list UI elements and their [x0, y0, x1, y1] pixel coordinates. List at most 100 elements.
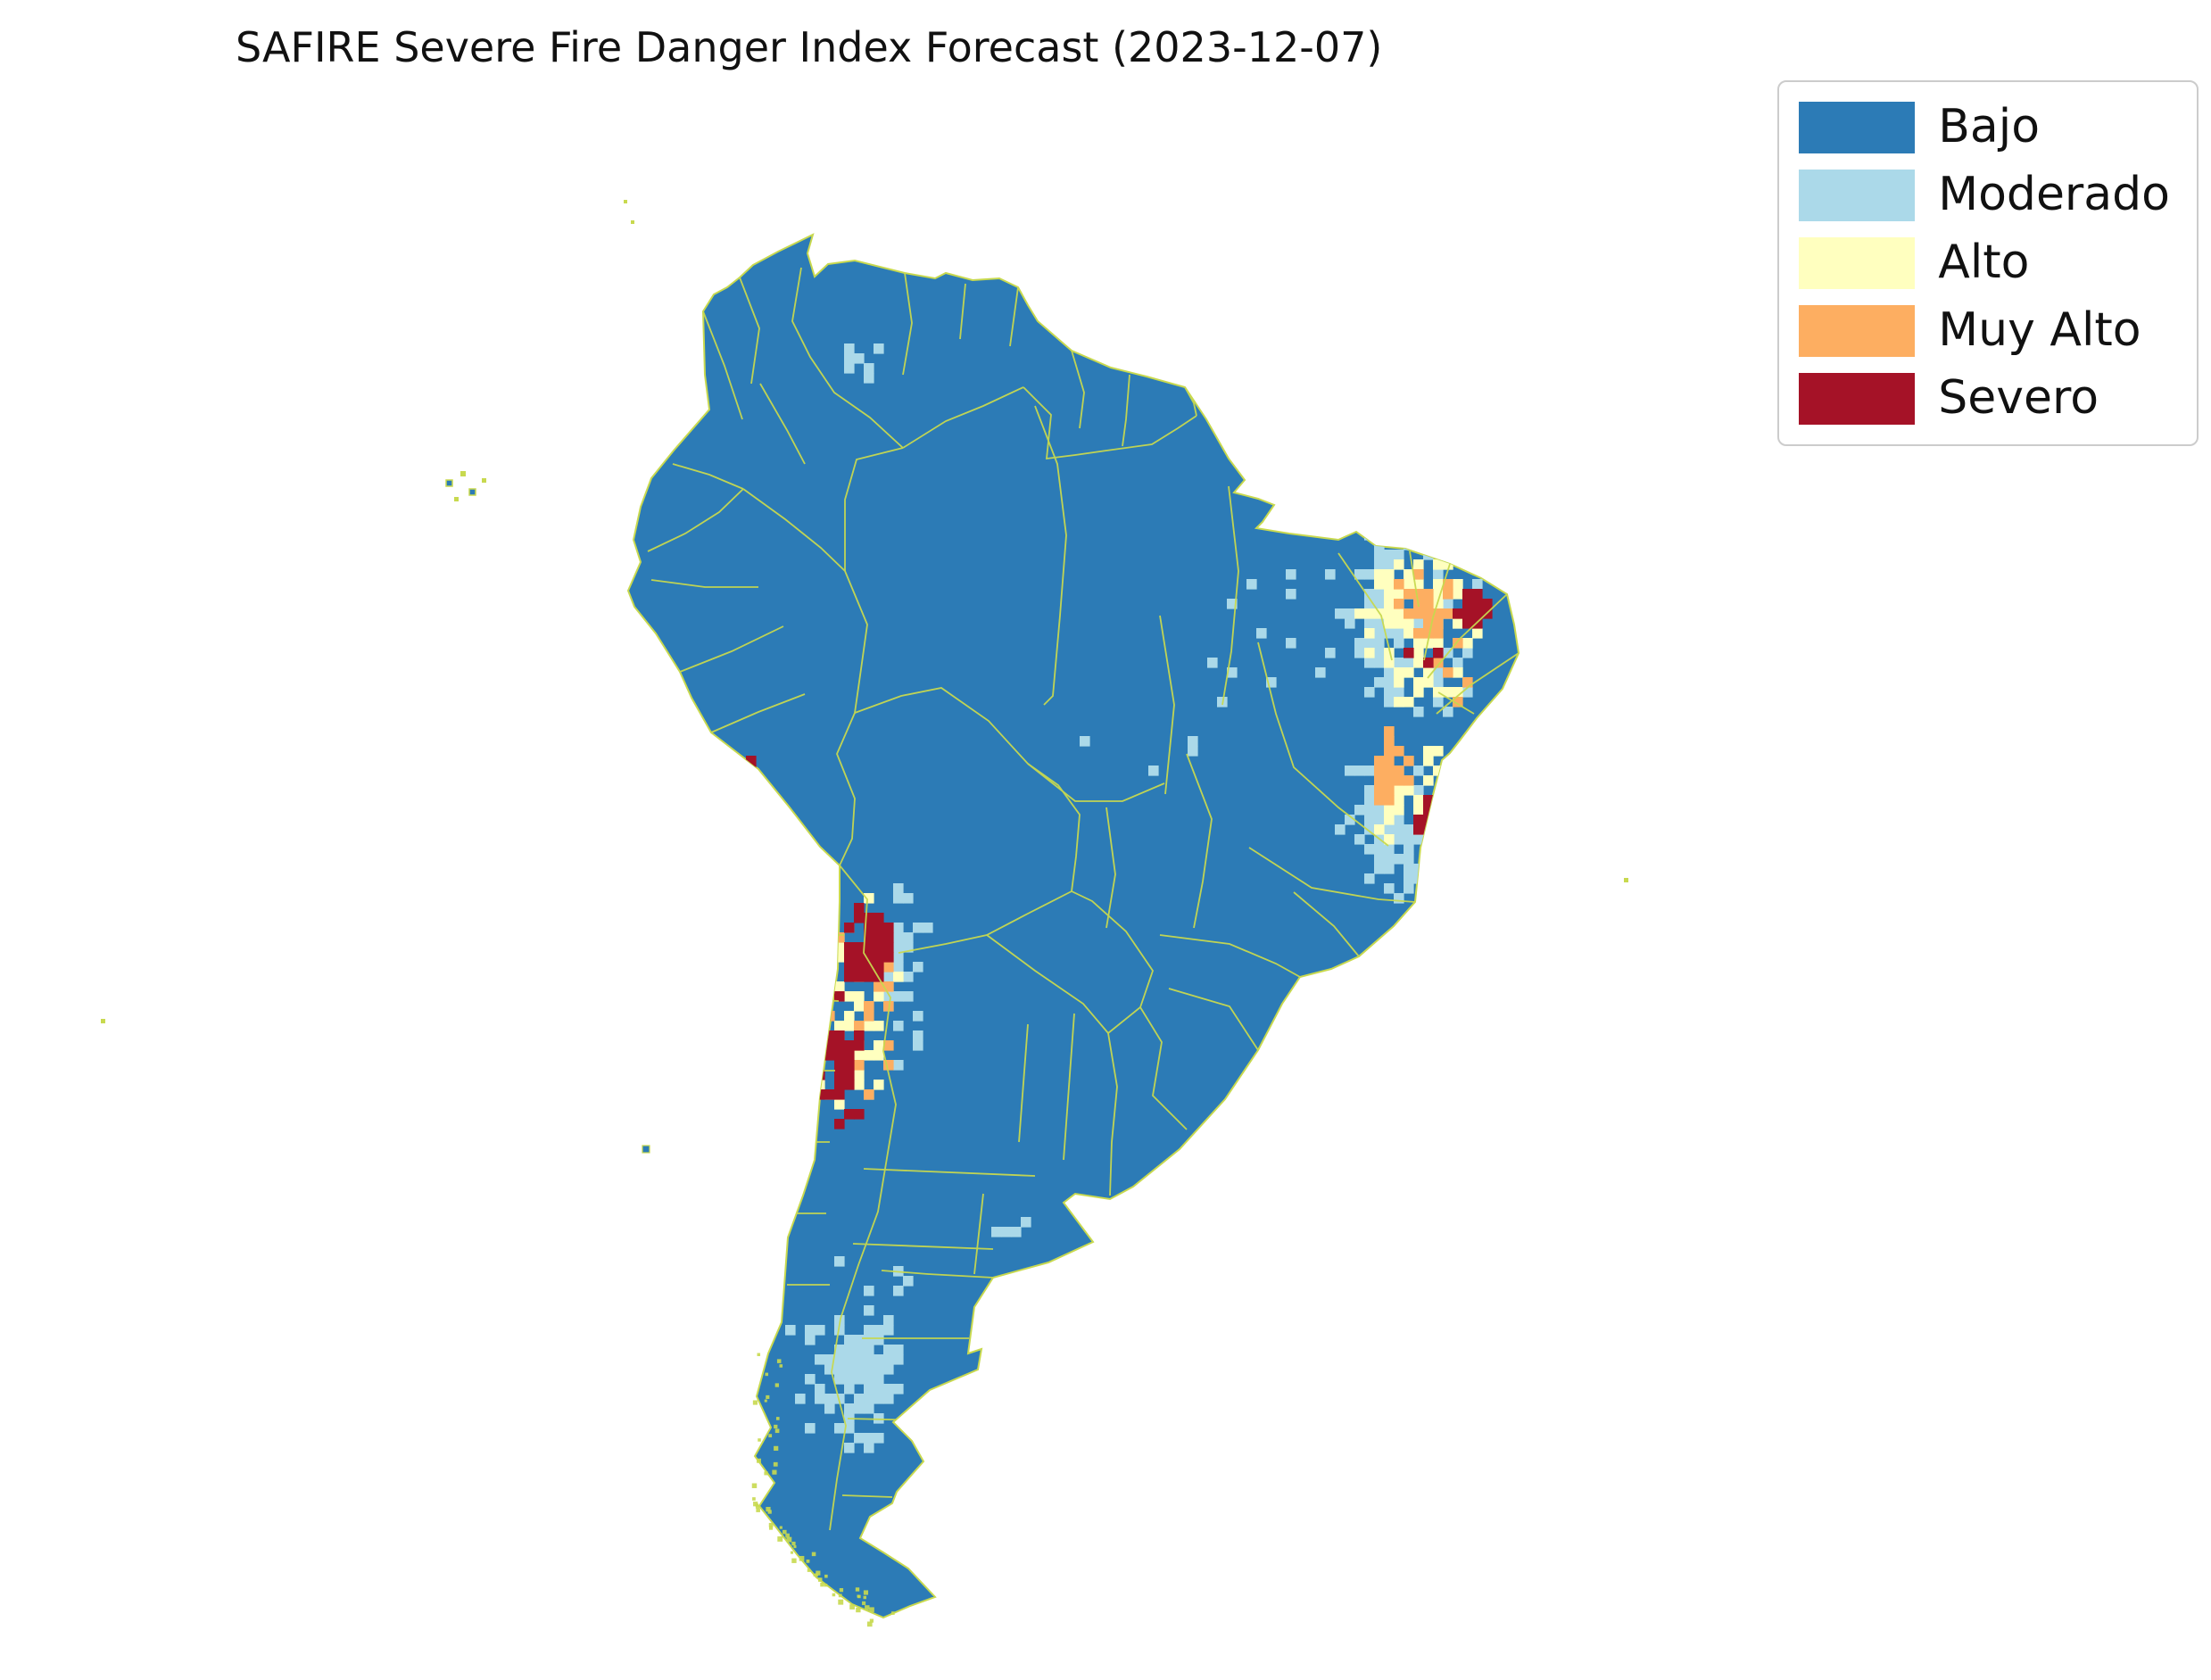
danger-cell	[1443, 559, 1453, 570]
danger-cell	[1443, 550, 1453, 560]
legend-label: Bajo	[1938, 100, 2041, 154]
fjord-island-icon	[866, 1621, 873, 1627]
fjord-island-icon	[839, 1588, 844, 1593]
danger-cell	[1080, 736, 1090, 747]
fjord-island-icon	[869, 1607, 874, 1612]
danger-cell	[1345, 618, 1355, 629]
danger-cell	[1462, 608, 1473, 619]
danger-cell	[1345, 608, 1355, 619]
fjord-island-icon	[849, 1604, 855, 1610]
danger-cell	[1364, 766, 1375, 776]
danger-cell	[864, 1403, 874, 1414]
fjord-island-icon	[767, 1510, 772, 1514]
galapagos-island-icon	[468, 488, 476, 496]
danger-cell	[864, 1305, 874, 1316]
danger-cell	[834, 1021, 845, 1031]
legend-label: Moderado	[1938, 168, 2170, 222]
danger-cell	[854, 1345, 865, 1355]
fjord-island-icon	[777, 1536, 783, 1542]
danger-cell	[1374, 628, 1385, 639]
danger-cell	[1364, 805, 1375, 815]
danger-cell	[874, 952, 884, 963]
danger-cell	[824, 981, 835, 992]
danger-cell	[874, 343, 884, 354]
danger-cell	[1207, 658, 1218, 668]
danger-cell	[1433, 638, 1444, 649]
danger-cell	[1374, 569, 1385, 580]
fjord-island-icon	[856, 1607, 861, 1613]
danger-cell	[874, 942, 884, 953]
danger-cell	[1413, 648, 1424, 658]
danger-cell	[874, 923, 884, 933]
legend-label: Alto	[1938, 236, 2030, 290]
danger-cell	[864, 923, 874, 933]
danger-cell	[1413, 569, 1424, 580]
danger-cell	[854, 962, 865, 972]
danger-cell	[1404, 569, 1414, 580]
danger-cell	[1384, 648, 1395, 658]
danger-cell	[864, 1325, 874, 1336]
danger-cell	[1384, 756, 1395, 766]
danger-cell	[844, 1060, 855, 1071]
danger-cell	[1374, 589, 1385, 600]
danger-cell	[1413, 618, 1424, 629]
fjord-island-icon	[766, 1394, 770, 1399]
fjord-island-icon	[890, 1611, 895, 1615]
danger-cell	[824, 1040, 835, 1051]
danger-cell	[1394, 599, 1404, 609]
danger-cell	[1384, 805, 1395, 815]
danger-cell	[1286, 638, 1296, 649]
fjord-island-icon	[806, 1559, 810, 1563]
fjord-island-icon	[799, 1555, 805, 1561]
danger-cell	[1433, 805, 1444, 815]
danger-cell	[1374, 815, 1385, 825]
danger-cell	[854, 1040, 865, 1051]
danger-cell	[1472, 599, 1483, 609]
danger-cell	[1433, 608, 1444, 619]
danger-cell	[883, 1060, 894, 1071]
legend-swatch	[1799, 373, 1916, 425]
danger-cell	[844, 1109, 855, 1120]
danger-cell	[854, 1021, 865, 1031]
danger-cell	[1227, 599, 1238, 609]
danger-cell	[1462, 599, 1473, 609]
danger-cell	[1423, 677, 1434, 688]
danger-cell	[1266, 677, 1277, 688]
danger-cell	[834, 1080, 845, 1090]
danger-cell	[1423, 658, 1434, 668]
danger-cell	[864, 1394, 874, 1404]
danger-cell	[844, 1364, 855, 1375]
danger-cell	[1443, 579, 1453, 590]
danger-cell	[1374, 766, 1385, 776]
fjord-island-icon	[774, 1445, 779, 1451]
fjord-speckle-layer	[751, 1353, 895, 1627]
danger-cell	[874, 1384, 884, 1394]
danger-cell	[913, 923, 923, 933]
danger-cell	[903, 1276, 914, 1287]
danger-cell	[844, 1021, 855, 1031]
danger-cell	[864, 1354, 874, 1365]
danger-cell	[1001, 1227, 1012, 1237]
danger-cell	[844, 923, 855, 933]
danger-cell	[1394, 677, 1404, 688]
danger-cell	[1413, 795, 1424, 806]
danger-cell	[883, 952, 894, 963]
fjord-island-icon	[779, 1364, 783, 1368]
danger-cell	[1374, 550, 1385, 560]
danger-cell	[854, 1403, 865, 1414]
fjord-island-icon	[813, 1573, 816, 1577]
danger-cell	[1443, 608, 1453, 619]
danger-cell	[1384, 569, 1395, 580]
danger-cell	[1384, 628, 1395, 639]
danger-cell	[1374, 579, 1385, 590]
danger-cell	[1364, 648, 1375, 658]
danger-cell	[893, 1345, 904, 1355]
danger-cell	[1286, 569, 1296, 580]
danger-cell	[1394, 658, 1404, 668]
danger-cell	[834, 1325, 845, 1336]
danger-cell	[834, 1423, 845, 1434]
danger-cell	[1286, 589, 1296, 600]
danger-cell	[1354, 805, 1365, 815]
danger-cell	[1011, 1227, 1022, 1237]
danger-cell	[1462, 648, 1473, 658]
